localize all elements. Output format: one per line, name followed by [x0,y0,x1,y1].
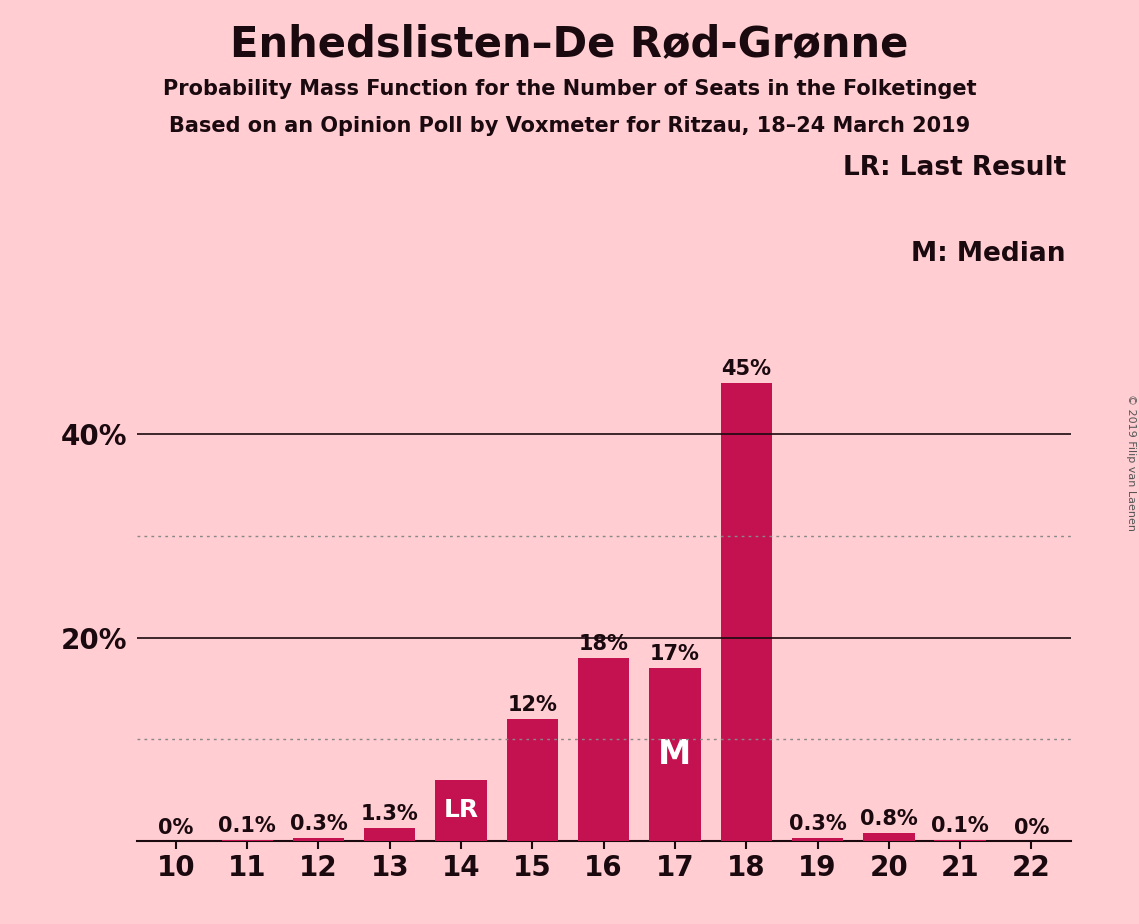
Text: LR: LR [443,798,478,822]
Text: 12%: 12% [508,695,557,715]
Text: Based on an Opinion Poll by Voxmeter for Ritzau, 18–24 March 2019: Based on an Opinion Poll by Voxmeter for… [169,116,970,136]
Bar [293,838,344,841]
Text: 0.3%: 0.3% [788,814,846,833]
Bar [863,833,915,841]
Bar [435,780,486,841]
Text: M: M [658,738,691,771]
Text: LR: Last Result: LR: Last Result [843,154,1066,181]
Text: 0.8%: 0.8% [860,808,918,829]
Text: 45%: 45% [721,359,771,380]
Text: Enhedslisten–De Rød-Grønne: Enhedslisten–De Rød-Grønne [230,23,909,65]
Text: 17%: 17% [650,644,699,664]
Text: 0%: 0% [158,818,194,838]
Text: 18%: 18% [579,634,629,654]
Text: 0.3%: 0.3% [289,814,347,833]
Text: 0.1%: 0.1% [932,816,989,835]
Text: 1.3%: 1.3% [361,804,419,823]
Bar [934,840,986,841]
Bar [721,383,772,841]
Text: M: Median: M: Median [911,241,1066,267]
Text: © 2019 Filip van Laenen: © 2019 Filip van Laenen [1126,394,1136,530]
Text: 0.1%: 0.1% [219,816,276,835]
Bar [577,658,630,841]
Bar [221,840,273,841]
Bar [364,828,416,841]
Bar [792,838,843,841]
Bar [507,719,558,841]
Text: 0%: 0% [1014,818,1049,838]
Bar [649,668,700,841]
Text: Probability Mass Function for the Number of Seats in the Folketinget: Probability Mass Function for the Number… [163,79,976,99]
